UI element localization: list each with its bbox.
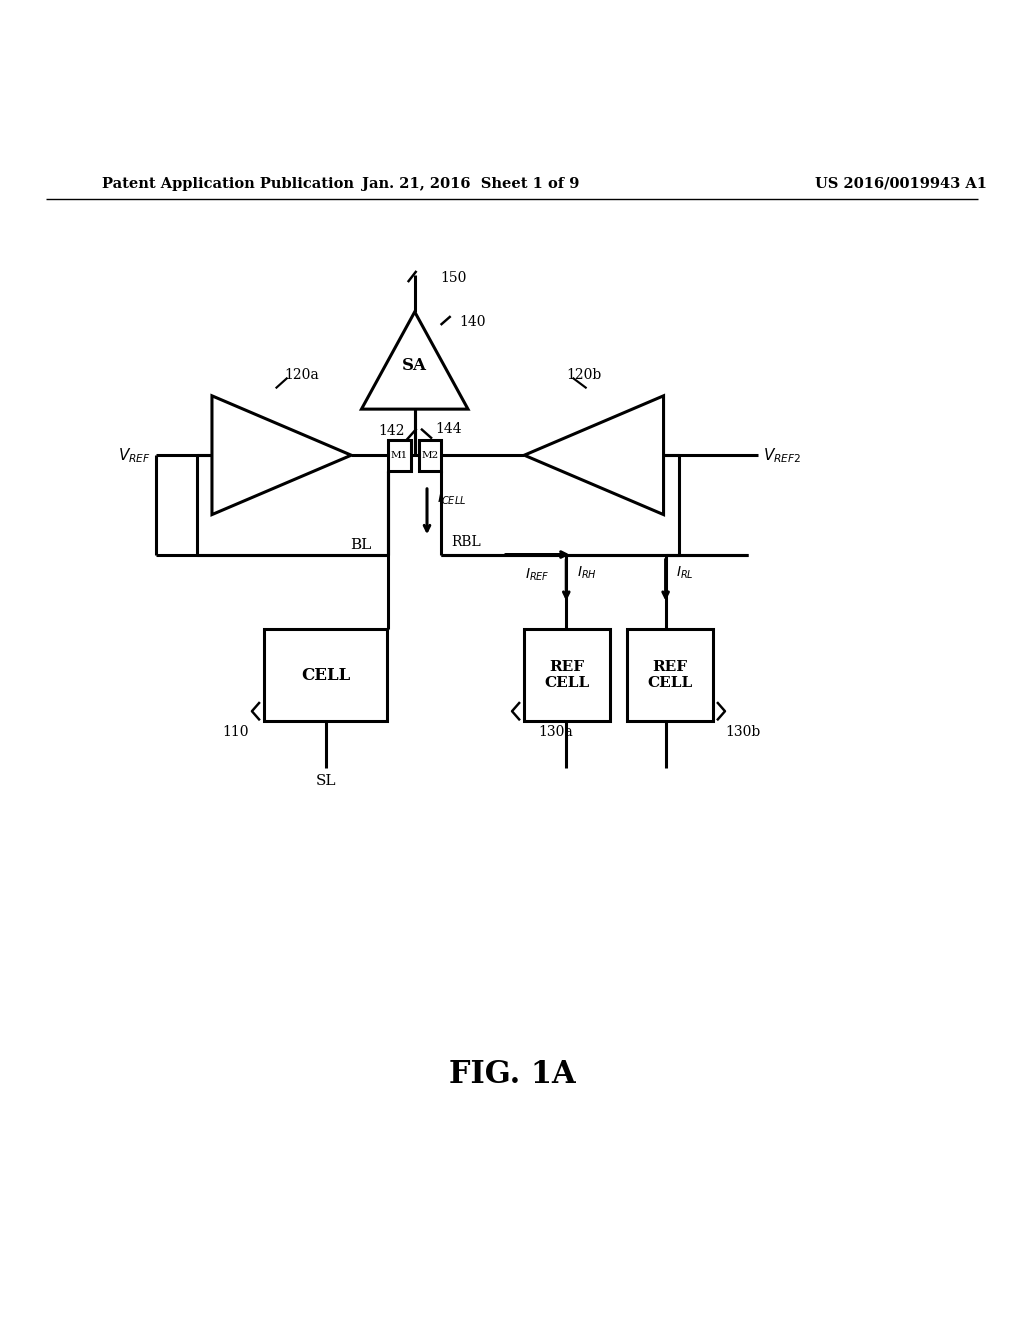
Bar (388, 440, 411, 470)
Text: REF
CELL: REF CELL (647, 660, 692, 690)
Text: US 2016/0019943 A1: US 2016/0019943 A1 (815, 177, 987, 191)
Bar (627, 630, 713, 722)
Text: $I_{CELL}$: $I_{CELL}$ (437, 491, 467, 507)
Text: $V_{REF}$: $V_{REF}$ (118, 446, 151, 465)
Text: M2: M2 (422, 450, 438, 459)
Text: $I_{RH}$: $I_{RH}$ (577, 565, 596, 581)
Text: FIG. 1A: FIG. 1A (449, 1059, 575, 1090)
Text: $V_{REF2}$: $V_{REF2}$ (763, 446, 802, 465)
Text: Patent Application Publication: Patent Application Publication (102, 177, 354, 191)
Text: Jan. 21, 2016  Sheet 1 of 9: Jan. 21, 2016 Sheet 1 of 9 (362, 177, 580, 191)
Text: $I_{REF}$: $I_{REF}$ (525, 566, 550, 583)
Text: BL: BL (350, 537, 372, 552)
Text: 140: 140 (459, 315, 485, 329)
Text: 142: 142 (378, 424, 404, 438)
Text: 110: 110 (222, 725, 249, 739)
Text: 130a: 130a (539, 725, 573, 739)
Text: 150: 150 (440, 271, 467, 285)
Bar (524, 630, 610, 722)
Text: SA: SA (402, 358, 427, 374)
Bar (264, 630, 387, 722)
Text: $I_{RL}$: $I_{RL}$ (676, 565, 693, 581)
Text: 130b: 130b (725, 725, 760, 739)
Bar (419, 440, 441, 470)
Text: REF
CELL: REF CELL (545, 660, 590, 690)
Text: RBL: RBL (452, 535, 481, 549)
Text: 120a: 120a (285, 368, 319, 383)
Text: CELL: CELL (301, 667, 350, 684)
Text: 144: 144 (435, 421, 462, 436)
Text: 120b: 120b (566, 368, 601, 383)
Text: M1: M1 (391, 450, 408, 459)
Text: SL: SL (315, 774, 336, 788)
